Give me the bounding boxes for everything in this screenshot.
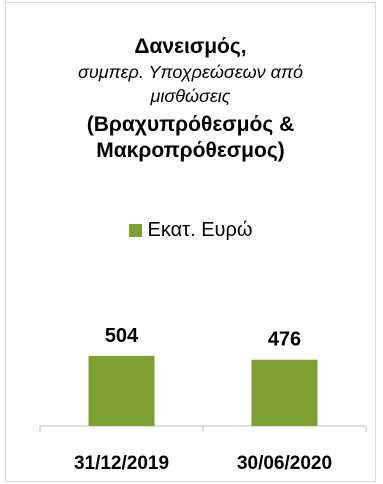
chart-legend: Εκατ. Ευρώ (5, 219, 376, 242)
data-label: 476 (268, 329, 301, 351)
chart-title2-line-2: Μακροπρόθεσμος) (96, 139, 285, 162)
chart-title-block: Δανεισμός, συμπερ. Υποχρεώσεων από μισθώ… (5, 34, 376, 164)
legend-label: Εκατ. Ευρώ (147, 219, 253, 241)
legend-swatch (128, 224, 142, 237)
bar (251, 359, 318, 426)
chart-title2-line-1: (Βραχυπρόθεσμός & (86, 113, 295, 136)
data-label: 504 (105, 325, 139, 347)
chart-subtitle-line-1: συμπερ. Υποχρεώσεων από (77, 62, 304, 82)
x-tick-label: 31/12/2019 (74, 453, 169, 474)
chart-title: Δανεισμός, (134, 35, 247, 58)
chart-frame (5, 2, 376, 482)
bar (88, 355, 155, 426)
chart-subtitle-line-2: μισθώσεις (150, 86, 231, 106)
x-tick-label: 30/06/2020 (237, 453, 332, 474)
